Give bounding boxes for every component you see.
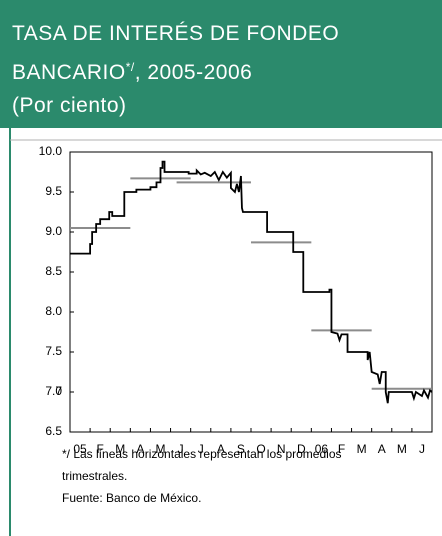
title-marker: */ (125, 60, 135, 74)
header: TASA DE INTERÉS DE FONDEO BANCARIO*/, 20… (0, 0, 442, 128)
x-tick-label: F (96, 442, 103, 456)
footnote: */ Las líneas horizontales representan l… (62, 447, 342, 461)
y-tick-label: 9.0 (45, 224, 62, 238)
y-tick-label: 10.0 (39, 144, 63, 158)
x-tick-label: S (237, 442, 245, 456)
x-tick-label: M (357, 442, 367, 456)
x-tick-label: N (277, 442, 286, 456)
y-tick-label: 7.0 (45, 384, 62, 398)
y-tick-label: 7 (55, 384, 62, 398)
x-tick-label: M (115, 442, 125, 456)
y-tick-label: 9.5 (45, 184, 62, 198)
x-tick-label: J (419, 442, 425, 456)
title-suffix: , 2005-2006 (134, 61, 253, 84)
x-tick-label: A (378, 442, 386, 456)
y-tick-label: 8.5 (45, 264, 62, 278)
title-line: BANCARIO*/, 2005-2006 (12, 60, 252, 85)
x-tick-label: 06 (315, 442, 329, 456)
x-tick-label: F (338, 442, 345, 456)
x-tick-label: 05 (73, 442, 87, 456)
x-tick-label: J (178, 442, 184, 456)
subtitle: (Por ciento) (12, 94, 127, 117)
x-tick-label: A (136, 442, 144, 456)
y-tick-label: 7.5 (45, 344, 62, 358)
title-line: TASA DE INTERÉS DE FONDEO (12, 22, 340, 45)
y-tick-label: 8.0 (45, 304, 62, 318)
footnote: trimestrales. (62, 469, 128, 483)
x-tick-label: O (256, 442, 265, 456)
title-line: BANCARIO (12, 61, 126, 84)
x-tick-label: D (297, 442, 306, 456)
x-tick-label: M (156, 442, 166, 456)
rate-line (70, 160, 433, 404)
x-tick-label: J (198, 442, 204, 456)
y-tick-label: 6.5 (45, 424, 62, 438)
source: Fuente: Banco de México. (62, 491, 202, 505)
x-tick-label: M (397, 442, 407, 456)
x-tick-label: A (217, 442, 225, 456)
